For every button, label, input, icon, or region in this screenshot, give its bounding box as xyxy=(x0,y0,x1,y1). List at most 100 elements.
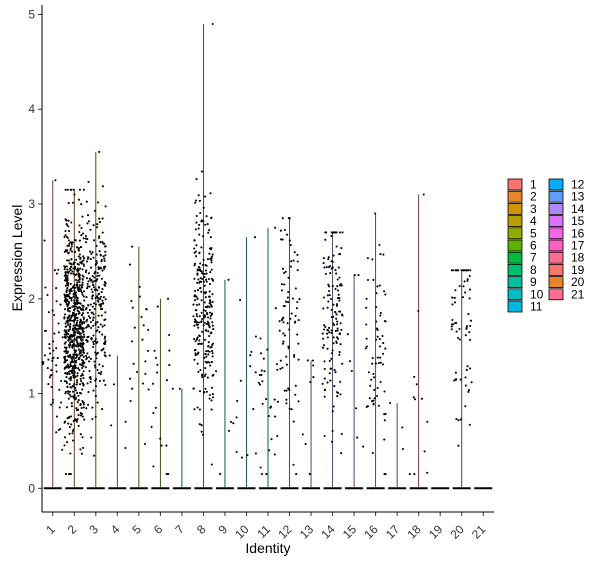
point-8 xyxy=(204,352,207,355)
point-4 xyxy=(124,420,127,423)
point-6 xyxy=(150,425,153,428)
point-14 xyxy=(338,353,341,356)
point-2 xyxy=(81,343,84,346)
point-2 xyxy=(83,299,86,302)
point-14 xyxy=(326,306,329,309)
legend-key-2 xyxy=(507,190,523,203)
point-2 xyxy=(77,408,80,411)
point-2 xyxy=(66,293,70,296)
point-10 xyxy=(254,371,257,374)
point-3 xyxy=(99,373,102,376)
point-3 xyxy=(103,354,106,357)
point-14 xyxy=(323,328,326,331)
point-2 xyxy=(72,366,75,370)
point-8 xyxy=(201,330,204,333)
point-12 xyxy=(281,238,284,241)
point-10 xyxy=(254,452,257,455)
point-3 xyxy=(97,314,100,317)
point-10 xyxy=(250,350,253,353)
point-2 xyxy=(73,359,76,362)
point-20 xyxy=(469,319,473,322)
point-5 xyxy=(131,245,134,248)
point-2 xyxy=(80,284,83,287)
point-2 xyxy=(80,308,83,312)
point-8 xyxy=(195,221,198,224)
point-3 xyxy=(94,337,97,341)
point-2 xyxy=(71,372,74,375)
legend-key-6 xyxy=(507,239,523,252)
point-3 xyxy=(94,270,97,273)
point-8 xyxy=(210,313,213,316)
point-3 xyxy=(97,236,101,240)
point-11 xyxy=(270,438,273,441)
point-2 xyxy=(69,473,72,476)
point-3 xyxy=(88,277,91,280)
point-15 xyxy=(350,369,353,373)
point-5 xyxy=(145,308,148,311)
point-8 xyxy=(203,301,206,304)
point-16 xyxy=(368,397,371,400)
point-14 xyxy=(340,432,343,436)
point-20 xyxy=(466,279,469,282)
point-3 xyxy=(98,363,101,366)
violin-fill-1 xyxy=(52,180,54,489)
legend-label-16: 16 xyxy=(571,226,585,240)
point-1 xyxy=(53,269,56,272)
point-3 xyxy=(86,352,89,355)
point-17 xyxy=(389,401,392,405)
point-8 xyxy=(200,311,203,314)
point-18 xyxy=(423,450,426,453)
point-2 xyxy=(71,327,74,330)
point-2 xyxy=(79,246,82,249)
point-8 xyxy=(208,397,211,400)
point-14 xyxy=(336,327,339,330)
point-2 xyxy=(74,387,77,390)
point-20 xyxy=(462,285,465,288)
point-3 xyxy=(88,325,91,328)
point-1 xyxy=(51,401,54,404)
point-14 xyxy=(324,272,327,275)
point-11 xyxy=(258,373,261,377)
point-5 xyxy=(128,263,132,266)
x-tick-label: 8 xyxy=(194,522,209,537)
x-axis-ticks: 1 2 3 4 5 6 7 8 9 10 11 12 13 14 15 16 17 18 19 20 21 xyxy=(43,512,489,542)
point-3 xyxy=(84,234,87,237)
point-3 xyxy=(88,356,91,359)
x-tick-label: 7 xyxy=(172,522,187,537)
point-2 xyxy=(64,473,68,476)
point-8 xyxy=(208,229,211,232)
point-14 xyxy=(327,283,330,286)
point-3 xyxy=(89,357,93,360)
point-16 xyxy=(373,388,376,391)
point-13 xyxy=(306,359,309,362)
point-12 xyxy=(287,276,290,279)
point-2 xyxy=(83,257,86,260)
point-3 xyxy=(86,285,89,288)
point-8 xyxy=(194,354,197,357)
point-2 xyxy=(75,420,78,423)
point-2 xyxy=(78,391,82,394)
violin-fill-18 xyxy=(418,194,420,489)
point-1 xyxy=(47,358,50,361)
point-12 xyxy=(281,342,285,345)
point-2 xyxy=(77,272,80,275)
point-14 xyxy=(328,359,331,362)
point-2 xyxy=(75,305,78,308)
point-2 xyxy=(74,361,77,364)
point-8 xyxy=(208,290,211,293)
point-2 xyxy=(67,252,70,255)
point-20 xyxy=(469,269,472,272)
legend-label-19: 19 xyxy=(571,263,585,277)
point-2 xyxy=(76,401,79,404)
point-1 xyxy=(57,331,60,334)
point-12 xyxy=(288,328,291,331)
point-3 xyxy=(96,368,99,372)
point-2 xyxy=(77,424,80,427)
point-8 xyxy=(210,259,213,262)
point-12 xyxy=(279,367,282,370)
point-10 xyxy=(235,450,238,453)
point-11 xyxy=(262,357,265,360)
point-3 xyxy=(92,294,95,297)
x-tick-label: 17 xyxy=(383,522,403,542)
point-12 xyxy=(287,217,290,220)
